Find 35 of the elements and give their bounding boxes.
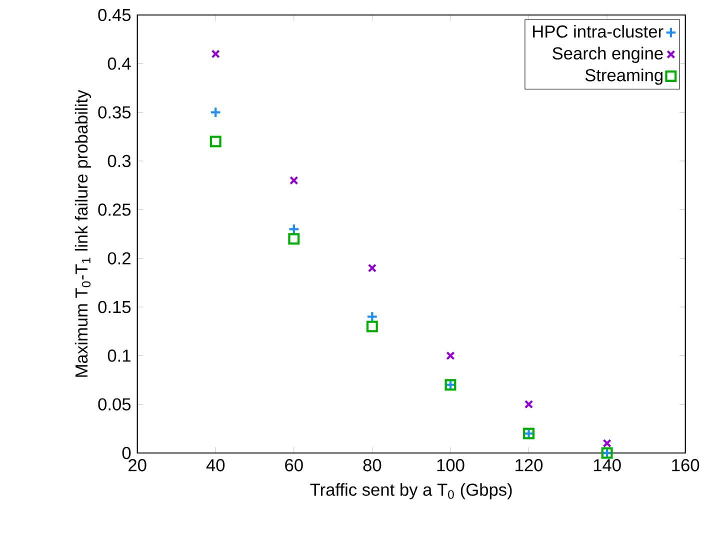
point xyxy=(366,320,378,332)
y-tick-label: 0.4 xyxy=(108,58,131,70)
legend-label: Search engine xyxy=(552,46,663,63)
x-tick-label: 40 xyxy=(206,459,225,472)
x-tick-label: 120 xyxy=(516,459,543,472)
y-tick-label: 0.25 xyxy=(98,204,131,216)
point xyxy=(290,176,298,185)
point xyxy=(524,400,534,409)
y-tick-label: 0.35 xyxy=(98,106,131,118)
x-tick-label: 60 xyxy=(285,459,303,472)
y-tick-label: 0.15 xyxy=(98,300,131,314)
point xyxy=(602,438,612,448)
point xyxy=(368,264,377,272)
y-tick-label: 0.3 xyxy=(108,154,131,168)
point xyxy=(211,50,220,58)
x-tick-label: 100 xyxy=(437,459,464,472)
x-tick-label: 80 xyxy=(363,459,382,472)
y-axis-title: Maximum T$_{0}$-T$_{1}$ link failure probability xyxy=(74,90,92,377)
x-tick-label: 140 xyxy=(594,459,621,472)
y-tick-label: 0.1 xyxy=(108,350,130,362)
x-tick-label: 160 xyxy=(672,459,700,472)
point xyxy=(210,136,222,148)
point xyxy=(288,233,300,245)
x-tick-label: 20 xyxy=(128,459,146,472)
y-tick-label: 0 xyxy=(122,446,131,460)
y-tick-label: 0.45 xyxy=(98,8,131,22)
y-tick-label: 0.2 xyxy=(108,252,130,264)
point xyxy=(446,351,455,360)
y-tick-label: 0.05 xyxy=(98,398,131,410)
point xyxy=(210,106,222,118)
legend-label: Streaming xyxy=(585,68,662,85)
point xyxy=(366,310,378,322)
x-axis-title: Traffic sent by a T$_{0}$ (Gbps) xyxy=(310,483,512,500)
point xyxy=(288,223,300,235)
legend-label: HPC intra-cluster xyxy=(533,24,664,38)
